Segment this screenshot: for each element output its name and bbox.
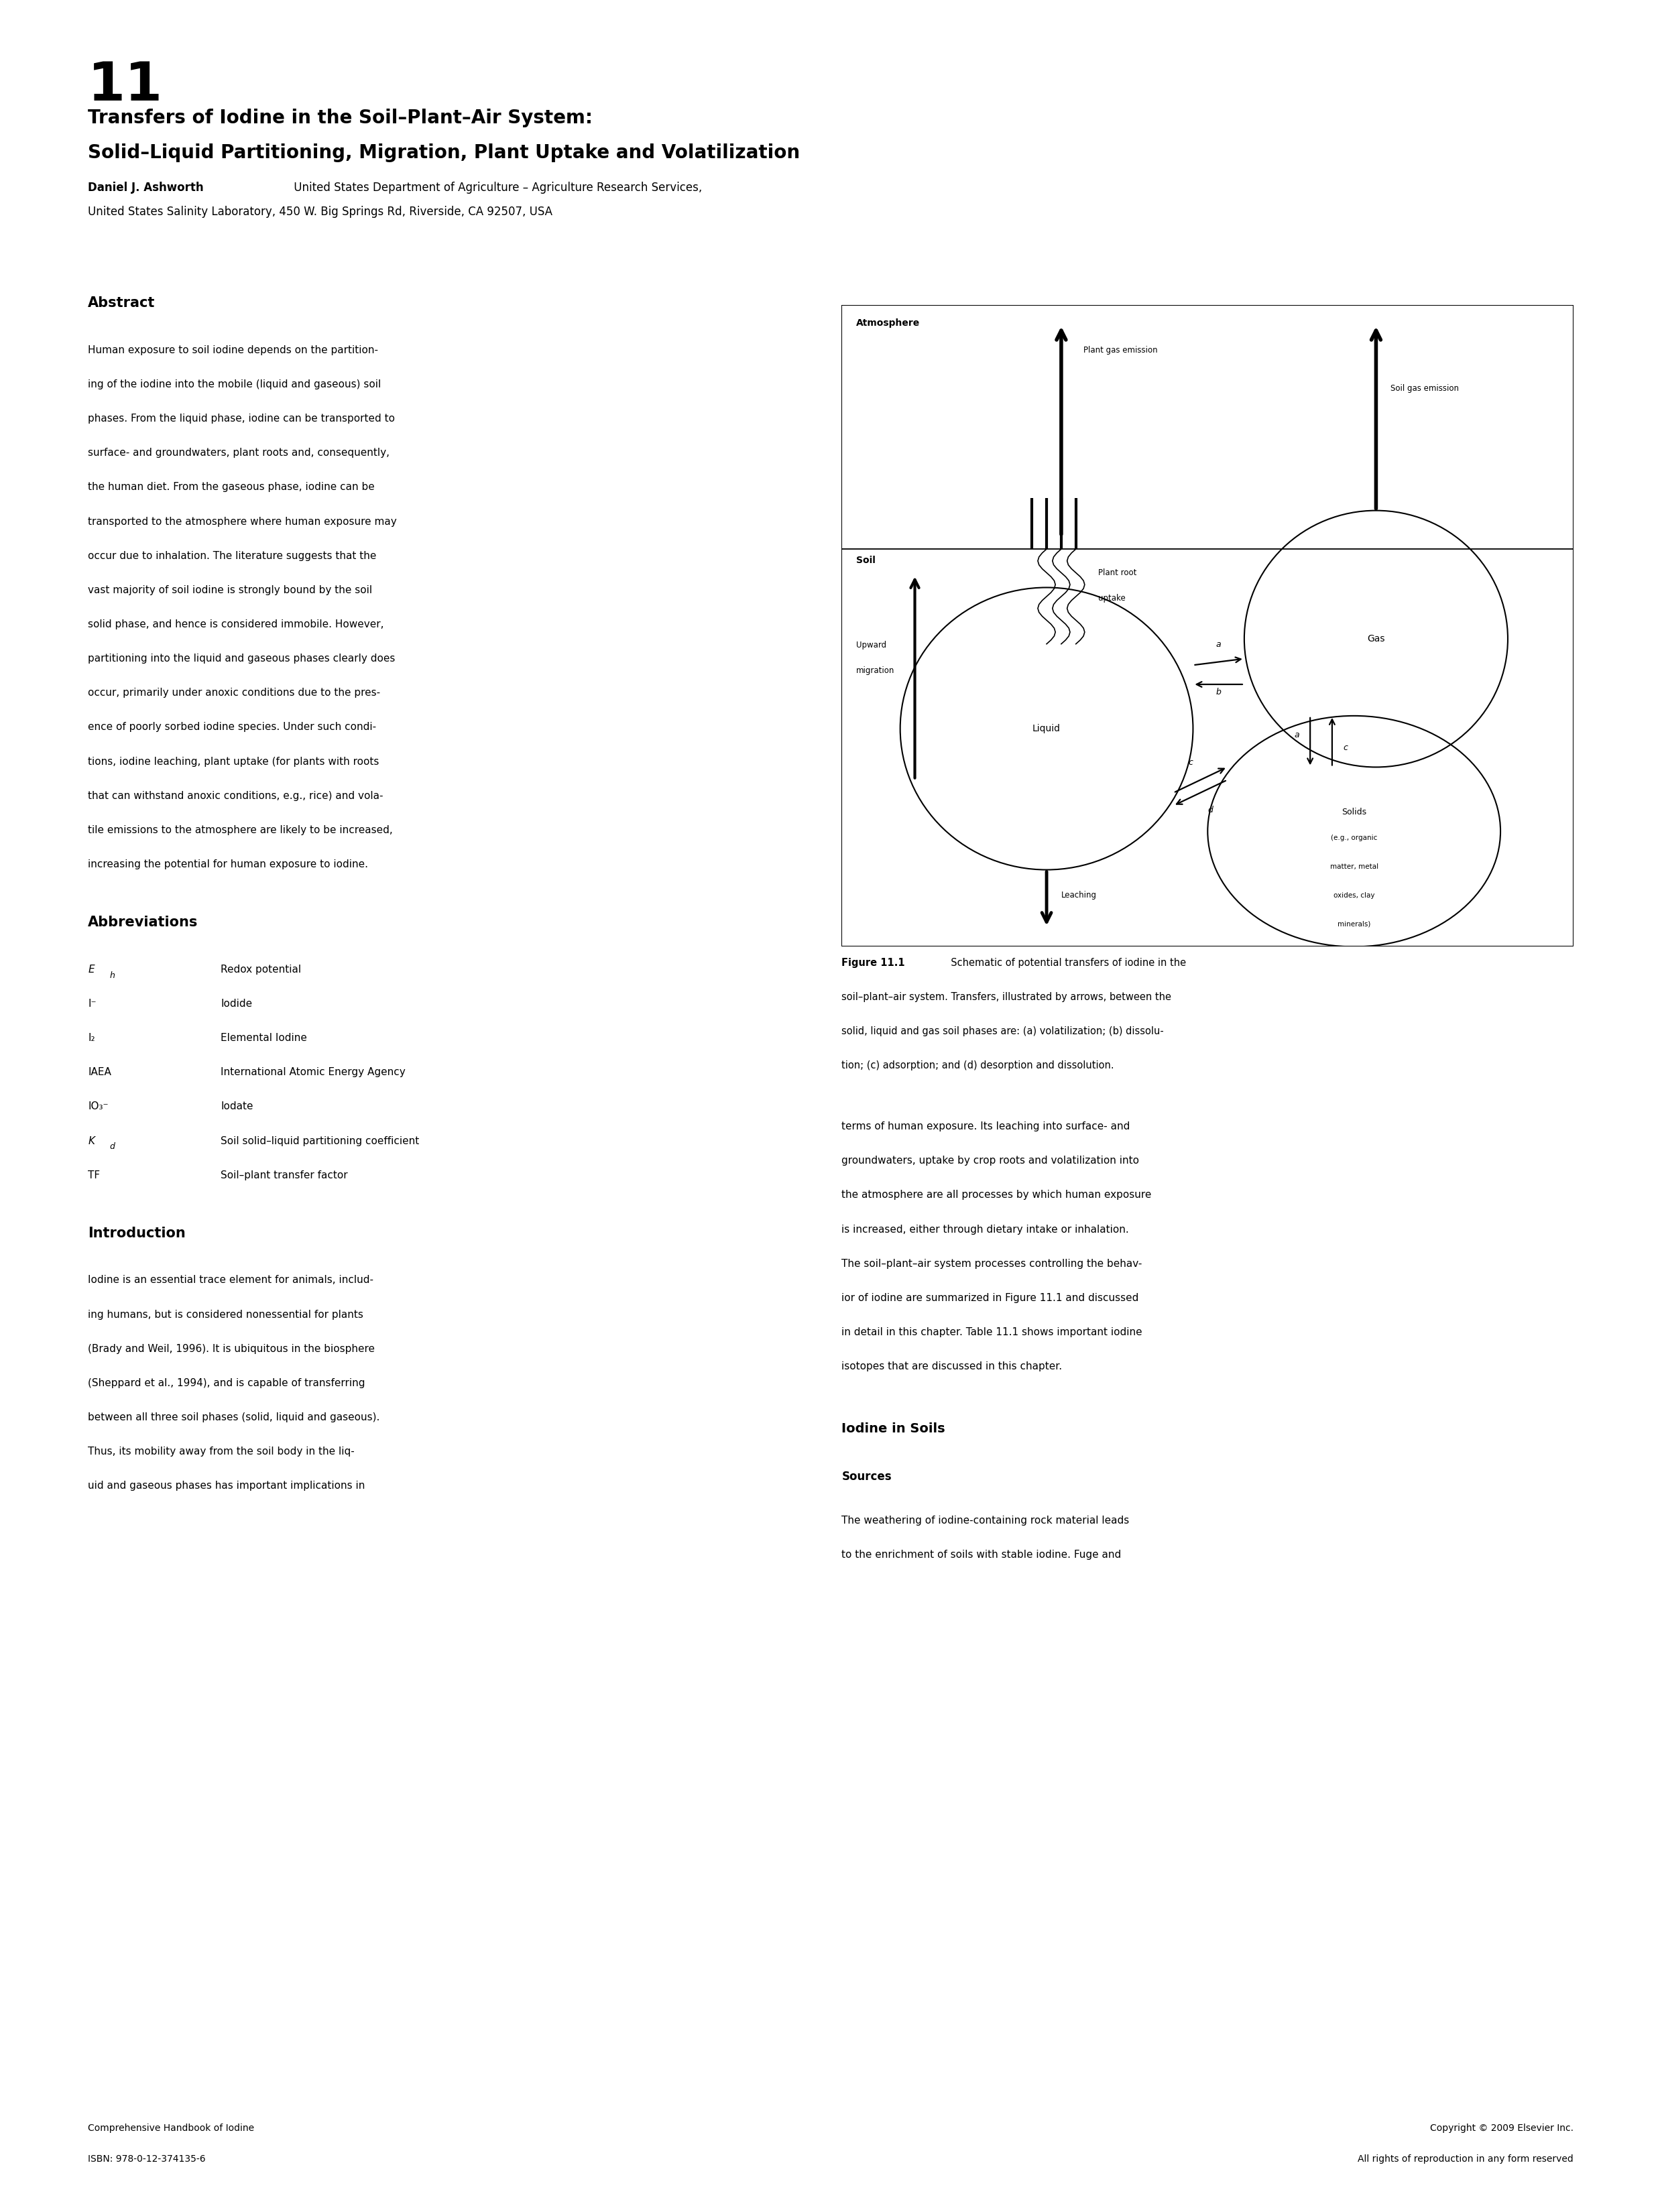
Text: groundwaters, uptake by crop roots and volatilization into: groundwaters, uptake by crop roots and v…: [842, 1155, 1139, 1166]
Text: is increased, either through dietary intake or inhalation.: is increased, either through dietary int…: [842, 1223, 1129, 1234]
Text: matter, metal: matter, metal: [1330, 863, 1378, 869]
Text: IO₃⁻: IO₃⁻: [88, 1102, 108, 1113]
Text: ISBN: 978-0-12-374135-6: ISBN: 978-0-12-374135-6: [88, 2154, 206, 2163]
Text: Iodine in Soils: Iodine in Soils: [842, 1422, 945, 1436]
Text: (e.g., organic: (e.g., organic: [1331, 834, 1378, 841]
Text: d: d: [1208, 805, 1213, 814]
Text: tions, iodine leaching, plant uptake (for plants with roots: tions, iodine leaching, plant uptake (fo…: [88, 757, 378, 768]
Text: h: h: [110, 971, 115, 980]
Text: oxides, clay: oxides, clay: [1333, 891, 1374, 898]
Text: uid and gaseous phases has important implications in: uid and gaseous phases has important imp…: [88, 1480, 365, 1491]
Text: Redox potential: Redox potential: [221, 964, 302, 975]
Text: tile emissions to the atmosphere are likely to be increased,: tile emissions to the atmosphere are lik…: [88, 825, 393, 836]
Text: terms of human exposure. Its leaching into surface- and: terms of human exposure. Its leaching in…: [842, 1121, 1130, 1133]
Text: surface- and groundwaters, plant roots and, consequently,: surface- and groundwaters, plant roots a…: [88, 447, 390, 458]
Text: Plant gas emission: Plant gas emission: [1084, 345, 1157, 354]
Text: United States Department of Agriculture – Agriculture Research Services,: United States Department of Agriculture …: [290, 181, 702, 192]
Text: a: a: [1295, 730, 1300, 739]
Text: Thus, its mobility away from the soil body in the liq-: Thus, its mobility away from the soil bo…: [88, 1447, 355, 1458]
Text: occur, primarily under anoxic conditions due to the pres-: occur, primarily under anoxic conditions…: [88, 688, 380, 699]
Text: Comprehensive Handbook of Iodine: Comprehensive Handbook of Iodine: [88, 2124, 254, 2132]
Text: transported to the atmosphere where human exposure may: transported to the atmosphere where huma…: [88, 515, 397, 526]
Text: c: c: [1189, 759, 1194, 768]
Text: Iodide: Iodide: [221, 998, 252, 1009]
Text: Soil–plant transfer factor: Soil–plant transfer factor: [221, 1170, 349, 1181]
Text: Iodine is an essential trace element for animals, includ-: Iodine is an essential trace element for…: [88, 1274, 374, 1285]
Text: occur due to inhalation. The literature suggests that the: occur due to inhalation. The literature …: [88, 551, 377, 562]
Text: Atmosphere: Atmosphere: [857, 319, 920, 327]
Text: Iodate: Iodate: [221, 1102, 254, 1113]
Text: partitioning into the liquid and gaseous phases clearly does: partitioning into the liquid and gaseous…: [88, 653, 395, 664]
Text: Abbreviations: Abbreviations: [88, 916, 198, 929]
Text: that can withstand anoxic conditions, e.g., rice) and vola-: that can withstand anoxic conditions, e.…: [88, 790, 383, 801]
Text: Solid–Liquid Partitioning, Migration, Plant Uptake and Volatilization: Solid–Liquid Partitioning, Migration, Pl…: [88, 144, 800, 161]
Text: phases. From the liquid phase, iodine can be transported to: phases. From the liquid phase, iodine ca…: [88, 414, 395, 425]
Text: tion; (c) adsorption; and (d) desorption and dissolution.: tion; (c) adsorption; and (d) desorption…: [842, 1060, 1114, 1071]
Text: Elemental Iodine: Elemental Iodine: [221, 1033, 307, 1044]
Text: d: d: [110, 1141, 115, 1150]
Text: Schematic of potential transfers of iodine in the: Schematic of potential transfers of iodi…: [945, 958, 1185, 969]
Text: migration: migration: [857, 666, 895, 675]
Text: Introduction: Introduction: [88, 1225, 186, 1241]
Text: I⁻: I⁻: [88, 998, 96, 1009]
Text: All rights of reproduction in any form reserved: All rights of reproduction in any form r…: [1358, 2154, 1574, 2163]
Text: ing humans, but is considered nonessential for plants: ing humans, but is considered nonessenti…: [88, 1310, 364, 1321]
Text: vast majority of soil iodine is strongly bound by the soil: vast majority of soil iodine is strongly…: [88, 584, 372, 595]
Text: K: K: [88, 1135, 95, 1146]
Text: uptake: uptake: [1097, 595, 1125, 602]
Text: Figure 11.1: Figure 11.1: [842, 958, 905, 969]
Text: solid, liquid and gas soil phases are: (a) volatilization; (b) dissolu-: solid, liquid and gas soil phases are: (…: [842, 1026, 1164, 1037]
Text: The soil–plant–air system processes controlling the behav-: The soil–plant–air system processes cont…: [842, 1259, 1142, 1270]
Text: (Brady and Weil, 1996). It is ubiquitous in the biosphere: (Brady and Weil, 1996). It is ubiquitous…: [88, 1343, 375, 1354]
Text: Abstract: Abstract: [88, 296, 156, 310]
Text: Transfers of Iodine in the Soil–Plant–Air System:: Transfers of Iodine in the Soil–Plant–Ai…: [88, 108, 593, 126]
Text: the human diet. From the gaseous phase, iodine can be: the human diet. From the gaseous phase, …: [88, 482, 375, 493]
Text: I₂: I₂: [88, 1033, 95, 1044]
Text: The weathering of iodine-containing rock material leads: The weathering of iodine-containing rock…: [842, 1515, 1129, 1526]
Text: the atmosphere are all processes by which human exposure: the atmosphere are all processes by whic…: [842, 1190, 1152, 1201]
Text: 11: 11: [88, 60, 163, 113]
Text: Sources: Sources: [842, 1471, 891, 1482]
Text: Liquid: Liquid: [1033, 723, 1061, 734]
Text: Gas: Gas: [1368, 635, 1384, 644]
Text: ior of iodine are summarized in Figure 11.1 and discussed: ior of iodine are summarized in Figure 1…: [842, 1292, 1139, 1303]
Text: Plant root: Plant root: [1097, 568, 1137, 577]
Text: increasing the potential for human exposure to iodine.: increasing the potential for human expos…: [88, 858, 369, 869]
Text: ence of poorly sorbed iodine species. Under such condi-: ence of poorly sorbed iodine species. Un…: [88, 721, 377, 732]
Text: to the enrichment of soils with stable iodine. Fuge and: to the enrichment of soils with stable i…: [842, 1551, 1122, 1559]
Text: Soil solid–liquid partitioning coefficient: Soil solid–liquid partitioning coefficie…: [221, 1135, 420, 1146]
Text: IAEA: IAEA: [88, 1066, 111, 1077]
Text: Soil gas emission: Soil gas emission: [1391, 385, 1459, 394]
Text: Human exposure to soil iodine depends on the partition-: Human exposure to soil iodine depends on…: [88, 345, 378, 356]
Text: Solids: Solids: [1341, 807, 1366, 816]
Text: International Atomic Energy Agency: International Atomic Energy Agency: [221, 1066, 405, 1077]
Text: between all three soil phases (solid, liquid and gaseous).: between all three soil phases (solid, li…: [88, 1411, 380, 1422]
Text: c: c: [1343, 743, 1348, 752]
Text: (Sheppard et al., 1994), and is capable of transferring: (Sheppard et al., 1994), and is capable …: [88, 1378, 365, 1389]
Text: a: a: [1217, 641, 1222, 648]
Text: b: b: [1217, 688, 1222, 697]
Text: solid phase, and hence is considered immobile. However,: solid phase, and hence is considered imm…: [88, 619, 383, 630]
Text: E: E: [88, 964, 95, 975]
Text: TF: TF: [88, 1170, 100, 1181]
Text: ing of the iodine into the mobile (liquid and gaseous) soil: ing of the iodine into the mobile (liqui…: [88, 380, 382, 389]
Text: Upward: Upward: [857, 641, 886, 650]
Text: United States Salinity Laboratory, 450 W. Big Springs Rd, Riverside, CA 92507, U: United States Salinity Laboratory, 450 W…: [88, 206, 553, 217]
Text: Daniel J. Ashworth: Daniel J. Ashworth: [88, 181, 204, 192]
Text: Leaching: Leaching: [1061, 891, 1097, 900]
Text: minerals): minerals): [1338, 920, 1371, 927]
Text: Soil: Soil: [857, 555, 875, 564]
Text: in detail in this chapter. Table 11.1 shows important iodine: in detail in this chapter. Table 11.1 sh…: [842, 1327, 1142, 1338]
Text: isotopes that are discussed in this chapter.: isotopes that are discussed in this chap…: [842, 1360, 1062, 1371]
Text: soil–plant–air system. Transfers, illustrated by arrows, between the: soil–plant–air system. Transfers, illust…: [842, 991, 1172, 1002]
Text: Copyright © 2009 Elsevier Inc.: Copyright © 2009 Elsevier Inc.: [1431, 2124, 1574, 2132]
